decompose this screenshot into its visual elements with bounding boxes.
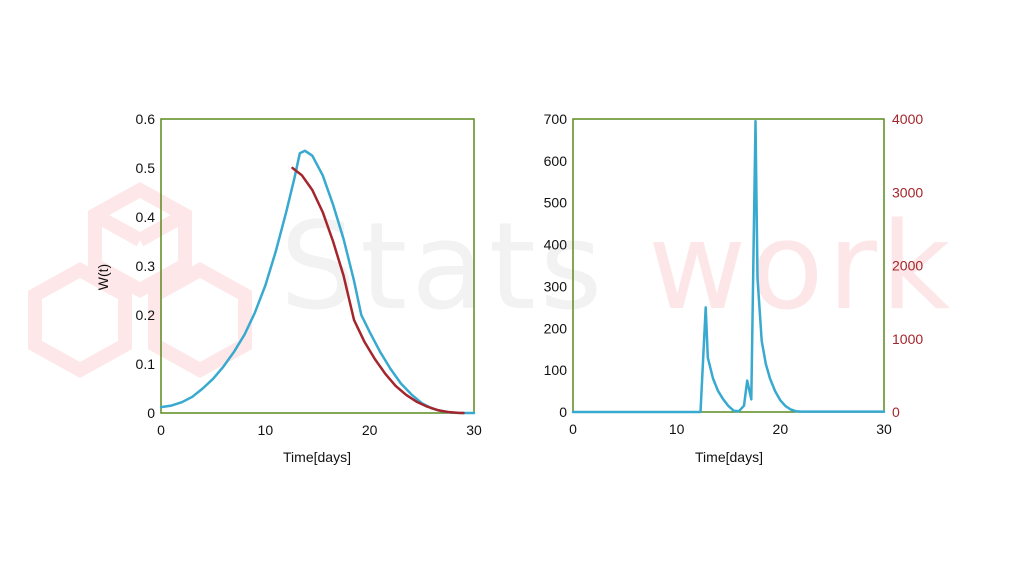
y-tick-label: 600	[544, 153, 568, 169]
series-line-blue	[571, 119, 886, 414]
y2-tick-label: 3000	[892, 184, 923, 200]
x-tick-label: 20	[773, 421, 789, 437]
y-ticks-right: 0 100 200 300 400 500 600 700	[544, 111, 568, 420]
y-tick-label: 0.4	[136, 209, 156, 225]
x-tick-label: 10	[669, 421, 685, 437]
y-tick-label: 0.6	[136, 111, 156, 127]
x-ticks-left: 0 10 20 30	[157, 422, 482, 438]
y-tick-label: 100	[544, 362, 568, 378]
watermark-text-right: work	[648, 198, 954, 337]
chart-right: 0 10 20 30 0 100 200 300 400 500 600 700 0 1000 2000…	[544, 111, 924, 465]
y-tick-label: 700	[544, 111, 568, 127]
y-tick-label: 0.1	[136, 356, 156, 372]
plot-frame-left	[160, 118, 475, 414]
y-tick-label: 400	[544, 237, 568, 253]
y-tick-label: 0.5	[136, 160, 156, 176]
y-tick-label: 500	[544, 195, 568, 211]
y2-tick-label: 2000	[892, 258, 923, 274]
y-tick-label: 300	[544, 278, 568, 294]
watermark: Stats work	[28, 181, 954, 379]
x-tick-label: 30	[466, 422, 482, 438]
x-tick-label: 30	[876, 421, 892, 437]
y-tick-label: 0	[559, 404, 567, 420]
lines-left	[159, 149, 476, 415]
watermark-cubes-logo	[28, 181, 252, 379]
x-tick-label: 10	[258, 422, 274, 438]
series-line-blue	[159, 149, 476, 415]
y-tick-label: 0.2	[136, 307, 156, 323]
series-line-red	[291, 166, 465, 415]
y2-tick-label: 0	[892, 404, 900, 420]
x-ticks-right: 0 10 20 30	[569, 421, 892, 437]
y2-ticks-right: 0 1000 2000 3000 4000	[892, 111, 923, 420]
y-tick-label: 0.3	[136, 258, 156, 274]
watermark-text-left: Stats	[280, 198, 606, 337]
plot-frame-right	[572, 118, 885, 413]
chart-left: 0 10 20 30 0 0.1 0.2 0.3 0.4 0.5 0.6 Time[days] W…	[95, 111, 482, 465]
x-tick-label: 20	[362, 422, 378, 438]
x-axis-label-left: Time[days]	[283, 449, 351, 465]
y2-tick-label: 4000	[892, 111, 923, 127]
x-tick-label: 0	[157, 422, 165, 438]
y-axis-label-left: W(t)	[95, 264, 111, 290]
y-tick-label: 200	[544, 320, 568, 336]
y-ticks-left: 0 0.1 0.2 0.3 0.4 0.5 0.6	[136, 111, 156, 421]
y-tick-label: 0	[147, 405, 155, 421]
x-axis-label-right: Time[days]	[695, 449, 763, 465]
x-tick-label: 0	[569, 421, 577, 437]
lines-right	[571, 119, 886, 414]
y2-tick-label: 1000	[892, 331, 923, 347]
